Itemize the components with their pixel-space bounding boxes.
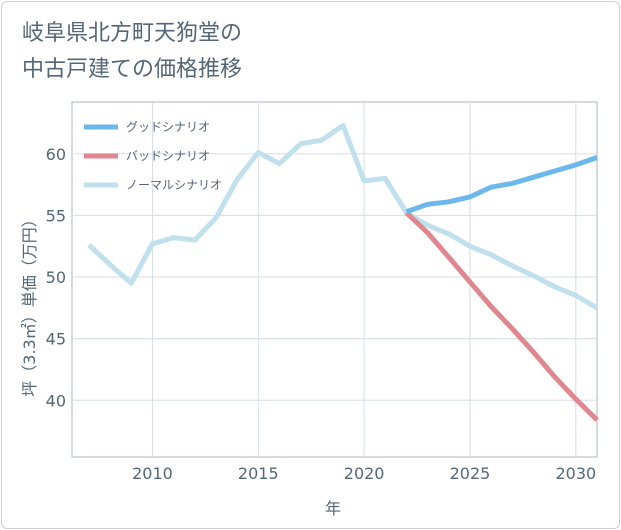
series-line-1	[404, 211, 599, 422]
legend-label: ノーマルシナリオ	[126, 178, 222, 192]
y-tick-label: 60	[46, 145, 66, 164]
series-line-2	[87, 122, 599, 311]
x-tick-label: 2020	[344, 464, 385, 483]
title-line-1: 岐阜県北方町天狗堂の	[22, 21, 243, 46]
plot-area	[71, 101, 598, 458]
chart-title: 岐阜県北方町天狗堂の 中古戸建ての価格推移	[22, 16, 242, 88]
title-line-2: 中古戸建ての価格推移	[22, 57, 243, 82]
y-tick-label: 50	[46, 268, 66, 287]
x-tick-label: 2015	[238, 464, 279, 483]
legend-label: バッドシナリオ	[126, 149, 210, 163]
x-tick-label: 2010	[132, 464, 173, 483]
y-tick-label: 55	[46, 206, 66, 225]
y-tick-label: 40	[46, 391, 66, 410]
y-axis-label: 坪（3.3㎡）単価（万円）	[20, 211, 39, 396]
x-tick-label: 2025	[450, 464, 491, 483]
x-axis-label: 年	[325, 499, 341, 518]
series-line-0	[405, 155, 598, 215]
x-tick-label: 2030	[555, 464, 596, 483]
y-tick-label: 45	[46, 330, 66, 349]
legend-label: グッドシナリオ	[126, 120, 210, 134]
